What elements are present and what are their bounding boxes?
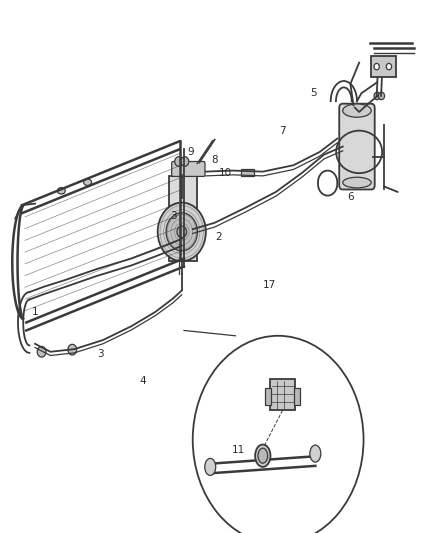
Text: 7: 7 [279, 126, 286, 135]
Ellipse shape [255, 445, 271, 467]
Bar [241, 169, 254, 176]
Ellipse shape [343, 177, 371, 188]
Ellipse shape [258, 448, 268, 463]
Ellipse shape [205, 458, 215, 475]
Text: 1: 1 [32, 307, 39, 317]
Text: 11: 11 [232, 446, 245, 455]
FancyBboxPatch shape [339, 104, 374, 190]
Circle shape [193, 336, 364, 533]
Text: 6: 6 [347, 192, 354, 202]
Circle shape [181, 157, 189, 166]
Circle shape [386, 63, 392, 70]
Text: 3: 3 [170, 211, 177, 221]
Circle shape [68, 344, 77, 355]
Text: 2: 2 [215, 232, 223, 242]
Text: 8: 8 [211, 155, 218, 165]
Bar [271, 379, 295, 410]
Bar [293, 388, 300, 405]
Circle shape [177, 226, 187, 238]
FancyBboxPatch shape [172, 161, 205, 176]
Ellipse shape [84, 179, 92, 185]
Text: 3: 3 [97, 350, 104, 359]
Ellipse shape [57, 188, 65, 194]
Bar [371, 56, 396, 77]
Text: 4: 4 [139, 376, 146, 386]
Circle shape [175, 157, 183, 166]
Circle shape [374, 63, 379, 70]
Text: 17: 17 [263, 280, 276, 290]
Bar [265, 388, 271, 405]
Text: 9: 9 [187, 147, 194, 157]
Circle shape [374, 92, 380, 100]
Circle shape [166, 213, 198, 251]
Ellipse shape [310, 445, 321, 462]
Text: 5: 5 [310, 88, 317, 98]
Ellipse shape [343, 104, 371, 117]
Circle shape [158, 203, 206, 261]
Bar [169, 176, 197, 261]
Text: 10: 10 [219, 168, 232, 178]
Circle shape [37, 346, 46, 357]
Circle shape [378, 92, 385, 100]
